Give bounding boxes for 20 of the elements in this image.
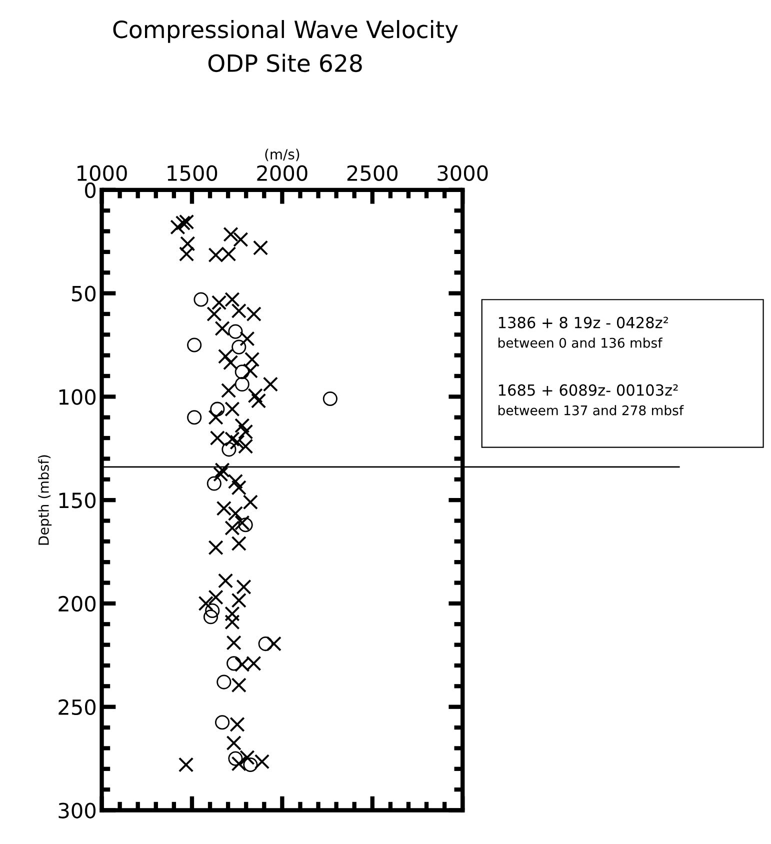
chart-title: Compressional Wave Velocity (113, 20, 458, 43)
y-tick-label: 200 (58, 596, 96, 612)
x-tick-label: 1500 (168, 165, 218, 181)
x-tick-label: 2000 (257, 165, 308, 181)
text: between 0 and 136 mbsf (498, 338, 663, 348)
text: betweem 137 and 278 mbsf (498, 405, 684, 416)
text: 1386 + 8 19z - 0428z² (498, 316, 668, 328)
y-axis-title: Depth (mbsf) (38, 455, 52, 545)
y-tick-label: 250 (58, 699, 96, 716)
y-tick-label: 50 (72, 286, 96, 302)
x-tick-label: 1000 (78, 165, 127, 181)
y-tick-label: 100 (59, 389, 96, 405)
y-tick-label: 150 (59, 492, 96, 508)
x-tick-label: 2500 (347, 165, 398, 181)
chart-subtitle: ODP Site 628 (208, 54, 362, 72)
y-tick-label: 0 (85, 182, 96, 198)
y-tick-label: 300 (58, 802, 96, 818)
x-axis-title: (m/s) (265, 148, 300, 162)
text: 1685 + 6089z- 00103z² (498, 384, 678, 396)
x-tick-label: 3000 (438, 165, 488, 181)
